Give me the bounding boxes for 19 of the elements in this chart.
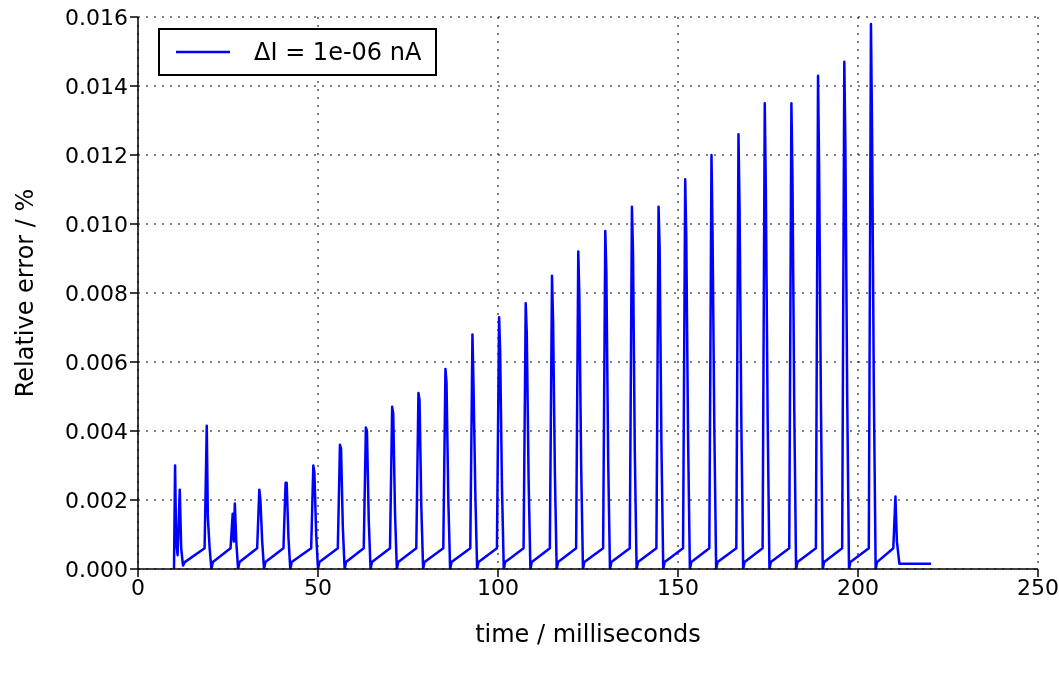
y-tick-label: 0.008: [65, 280, 128, 306]
y-tick-label: 0.006: [65, 349, 128, 375]
y-tick-label: 0.000: [65, 556, 128, 582]
x-tick-label: 100: [477, 574, 519, 600]
x-tick-label: 200: [837, 574, 879, 600]
x-tick-label: 150: [657, 574, 699, 600]
x-axis-title: time / milliseconds: [475, 620, 701, 648]
y-tick-label: 0.010: [65, 211, 128, 237]
x-tick-label: 50: [304, 574, 332, 600]
y-tick-label: 0.004: [65, 418, 128, 444]
y-tick-label: 0.016: [65, 4, 128, 30]
y-axis-title: Relative error / %: [10, 188, 39, 398]
x-tick-label: 0: [131, 574, 145, 600]
y-tick-label: 0.012: [65, 142, 128, 168]
y-tick-label: 0.002: [65, 487, 128, 513]
x-tick-label: 250: [1017, 574, 1059, 600]
y-tick-label: 0.014: [65, 73, 128, 99]
legend-label: ΔI = 1e-06 nA: [254, 38, 422, 66]
line-series: [172, 22, 933, 569]
